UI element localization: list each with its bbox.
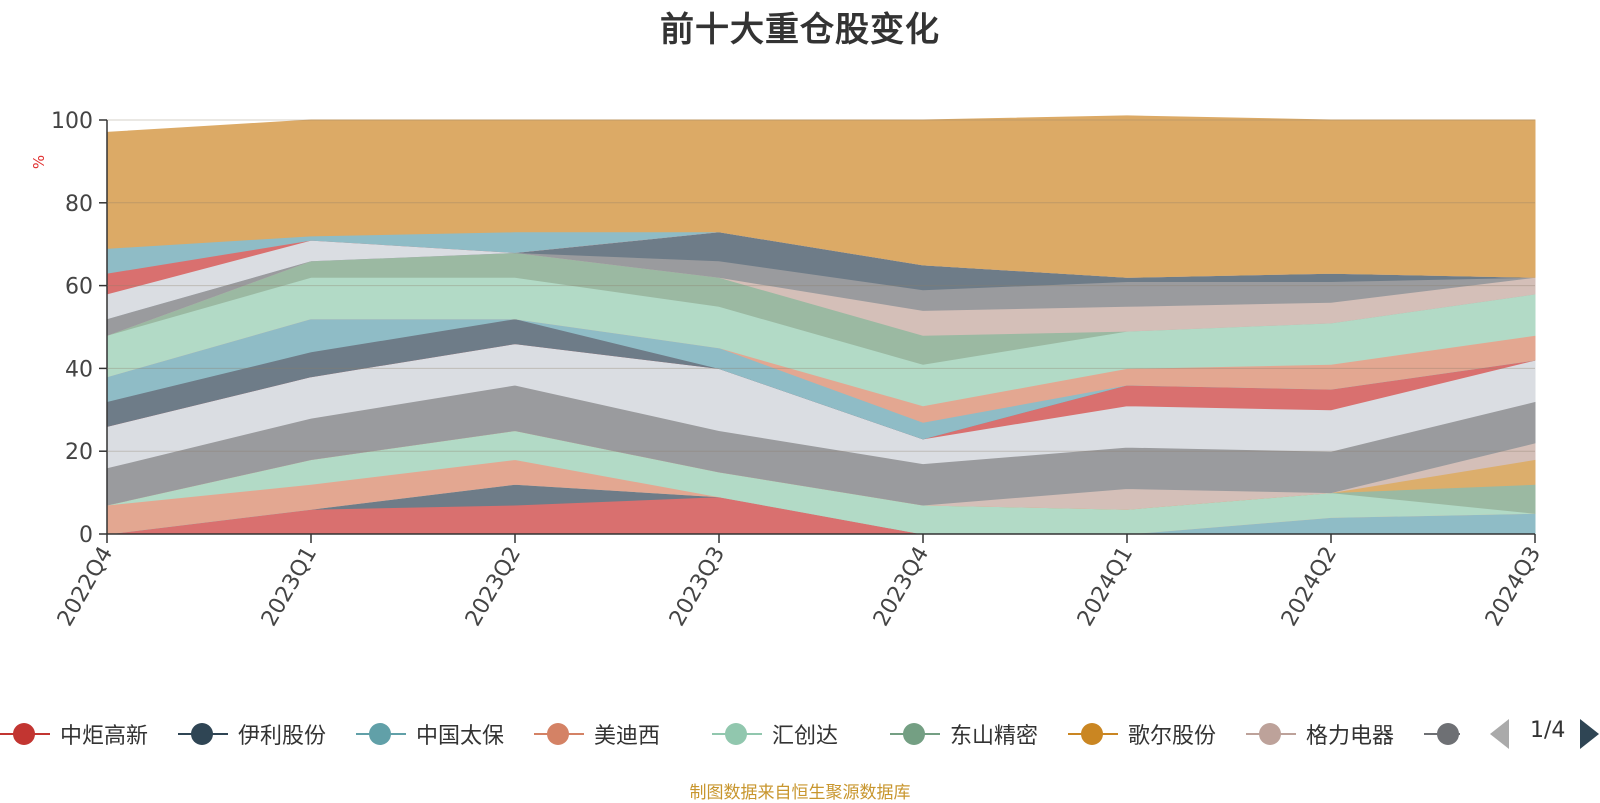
legend-label: 汇创达 — [772, 724, 839, 749]
legend-marker-icon — [890, 722, 940, 746]
grid-layer — [107, 119, 1535, 452]
x-tick-label-5: 2024Q1 — [1073, 543, 1138, 631]
legend-dot-icon — [13, 723, 35, 745]
legend-prev-page-button[interactable] — [1490, 719, 1509, 749]
y-tick-label-5: 100 — [51, 109, 93, 134]
legend-marker-icon — [178, 722, 228, 746]
legend-next-page-button[interactable] — [1580, 719, 1599, 749]
x-tick-label-2: 2023Q2 — [461, 543, 526, 631]
x-tick-label-1: 2023Q1 — [257, 543, 322, 631]
y-tick-label-3: 60 — [65, 275, 93, 300]
legend-item-3[interactable]: 美迪西 — [534, 718, 660, 750]
legend-dot-icon — [725, 723, 747, 745]
legend-marker-icon — [1246, 722, 1296, 746]
legend-dot-icon — [1259, 723, 1281, 745]
legend-marker-icon — [0, 722, 50, 746]
legend: 中炬高新伊利股份中国太保美迪西汇创达东山精密歌尔股份格力电器昌红科技 — [0, 718, 1600, 750]
x-tick-label-3: 2023Q3 — [665, 543, 730, 631]
legend-dot-icon — [369, 723, 391, 745]
legend-item-0[interactable]: 中炬高新 — [0, 718, 148, 750]
legend-label: 美迪西 — [594, 724, 661, 749]
legend-label: 格力电器 — [1306, 724, 1395, 749]
legend-item-1[interactable]: 伊利股份 — [178, 718, 326, 750]
stacked-area-chart: 中炬高新伊利股份中国太保美迪西汇创达东山精密歌尔股份格力电器昌红科技比亚迪贵州茅… — [30, 109, 1546, 631]
legend-marker-icon — [712, 722, 762, 746]
x-tick-label-6: 2024Q2 — [1277, 543, 1342, 631]
y-tick-label-4: 80 — [65, 192, 93, 217]
area-layer: 中炬高新伊利股份中国太保美迪西汇创达东山精密歌尔股份格力电器昌红科技比亚迪贵州茅… — [106, 115, 1536, 535]
y-tick-label-1: 20 — [65, 440, 93, 465]
legend-dot-icon — [1437, 723, 1459, 745]
x-tick-label-0: 2022Q4 — [53, 543, 118, 631]
legend-marker-icon — [356, 722, 406, 746]
legend-dot-icon — [547, 723, 569, 745]
chart-title: 前十大重仓股变化 — [660, 10, 940, 50]
x-tick-label-4: 2023Q4 — [869, 543, 934, 631]
legend-label: 中炬高新 — [60, 724, 149, 749]
data-source-note: 制图数据来自恒生聚源数据库 — [689, 783, 911, 803]
legend-label: 东山精密 — [950, 724, 1039, 749]
legend-marker-icon — [1068, 722, 1118, 746]
legend-label: 中国太保 — [416, 724, 505, 749]
legend-dot-icon — [903, 723, 925, 745]
legend-dot-icon — [191, 723, 213, 745]
legend-marker-icon — [1424, 722, 1474, 746]
legend-item-7[interactable]: 格力电器 — [1246, 718, 1394, 750]
y-tick-label-0: 0 — [79, 523, 93, 548]
legend-dot-icon — [1081, 723, 1103, 745]
y-axis-unit-label: % — [30, 155, 48, 169]
legend-label: 伊利股份 — [238, 724, 327, 749]
y-tick-label-2: 40 — [65, 357, 93, 382]
legend-item-2[interactable]: 中国太保 — [356, 718, 504, 750]
legend-item-6[interactable]: 歌尔股份 — [1068, 718, 1216, 750]
legend-pager — [1460, 712, 1600, 756]
area-series-22: 其他 — [106, 115, 1536, 278]
legend-page-indicator: 1/4 — [1530, 718, 1566, 743]
legend-item-5[interactable]: 东山精密 — [890, 718, 1038, 750]
legend-marker-icon — [534, 722, 584, 746]
legend-item-4[interactable]: 汇创达 — [712, 718, 838, 750]
x-tick-label-7: 2024Q3 — [1481, 543, 1546, 631]
legend-label: 歌尔股份 — [1128, 724, 1217, 749]
